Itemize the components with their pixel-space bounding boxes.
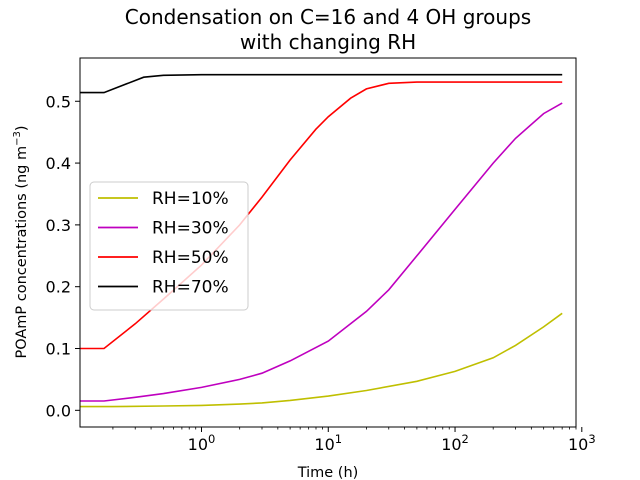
- y-tick-label-6: 0.5: [46, 92, 71, 111]
- legend-label-4: RH=70%: [152, 278, 229, 298]
- x-axis-label: Time (h): [297, 465, 359, 480]
- y-axis: 0.0 0.1 0.2 0.3 0.4 0.5: [46, 92, 80, 420]
- series-line-1: [80, 312, 563, 408]
- y-tick-label-5: 0.4: [46, 154, 71, 173]
- x-tick-label-2: 101: [314, 432, 342, 454]
- y-tick-label-3: 0.2: [46, 278, 71, 297]
- chart-title: Condensation on C=16 and 4 OH groups: [125, 5, 531, 29]
- y-tick-label-2: 0.1: [46, 340, 71, 359]
- series-line-3: [80, 81, 563, 350]
- plot-area: [80, 73, 563, 408]
- legend: RH=10% RH=30% RH=50% RH=70%: [89, 181, 249, 311]
- x-axis: 100 101 102 103: [112, 427, 596, 454]
- y-tick-label-1: 0.0: [46, 401, 71, 420]
- x-tick-label-4: 103: [568, 432, 596, 454]
- series-line-2: [80, 102, 563, 402]
- chart-subtitle: with changing RH: [240, 30, 416, 54]
- legend-label-3: RH=50%: [152, 248, 229, 268]
- legend-label-1: RH=10%: [152, 189, 229, 209]
- x-tick-label-1: 100: [188, 432, 216, 454]
- x-tick-label-3: 102: [441, 432, 469, 454]
- legend-box: [89, 181, 249, 311]
- series-line-4: [80, 73, 563, 94]
- legend-label-2: RH=30%: [152, 219, 229, 239]
- y-tick-label-4: 0.3: [46, 216, 71, 235]
- y-axis-label: POAmP concentrations (ng m−3): [12, 125, 30, 358]
